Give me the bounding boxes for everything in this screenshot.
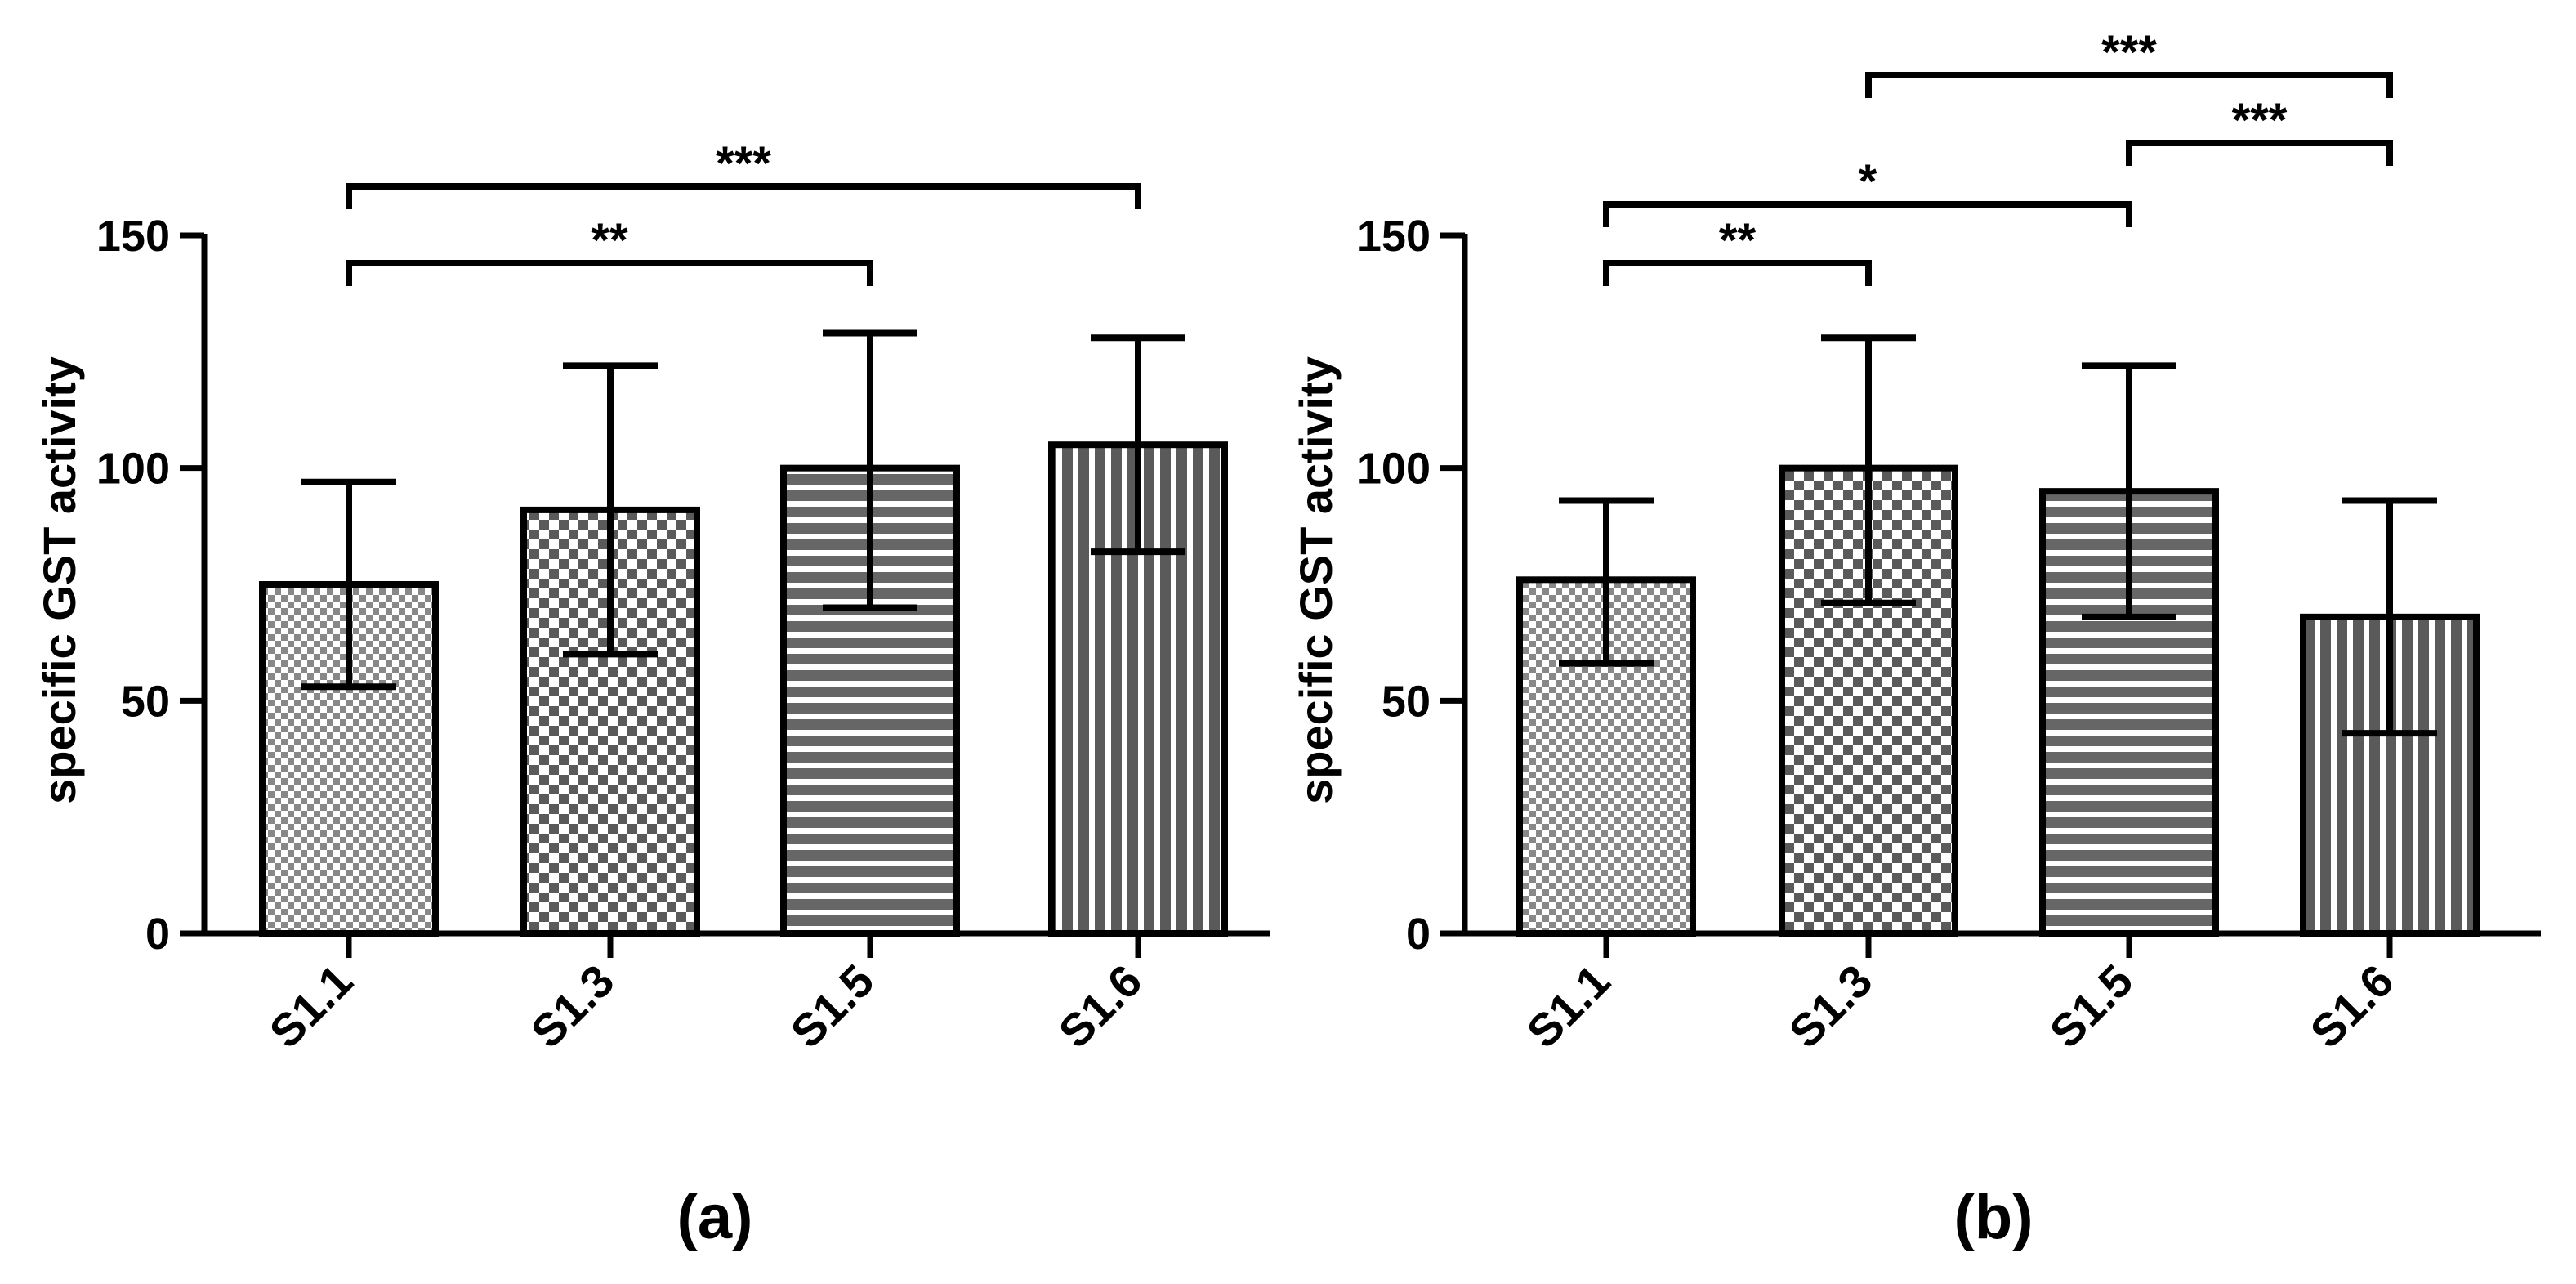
y-tick-label: 100 (1357, 445, 1431, 494)
panel-b-label: (b) (1953, 1183, 2033, 1252)
y-tick-label: 150 (96, 212, 170, 261)
significance-label: *** (2232, 94, 2288, 147)
significance-bracket (1865, 72, 2393, 98)
significance-label: *** (716, 137, 771, 190)
panel-b-ylabel: specific GST activity (1290, 356, 1342, 804)
x-tick-label: S1.1 (259, 955, 362, 1058)
y-tick-label: 150 (1357, 212, 1431, 261)
significance-label: ** (591, 214, 628, 267)
panel-a: specific GST activity 0 50 100 150 S1.1 S1.3 S… (33, 137, 1270, 1252)
significance-label: ** (1719, 214, 1757, 267)
x-tick-label: S1.5 (780, 955, 883, 1058)
y-tick-label: 50 (1382, 677, 1431, 726)
significance-label: *** (2101, 26, 2157, 79)
significance-label: * (1859, 155, 1877, 208)
significance-bracket (346, 260, 873, 286)
significance-bracket (1603, 201, 2132, 227)
x-tick-label: S1.5 (2039, 955, 2142, 1058)
panel-a-ylabel: specific GST activity (33, 356, 85, 804)
y-tick-label: 50 (121, 677, 170, 726)
significance-bracket (346, 183, 1141, 209)
y-tick-label: 0 (1406, 910, 1431, 959)
panel-a-label: (a) (677, 1183, 753, 1252)
y-tick-label: 0 (145, 910, 170, 959)
significance-bracket (1603, 260, 1872, 286)
x-tick-label: S1.3 (520, 955, 623, 1058)
y-tick-label: 100 (96, 445, 170, 494)
panel-b: specific GST activity 0 50 100 150 S1.1 S1.3 S… (1290, 26, 2541, 1252)
x-tick-label: S1.3 (1779, 955, 1882, 1058)
x-tick-label: S1.1 (1516, 955, 1619, 1058)
x-tick-label: S1.6 (2300, 955, 2403, 1058)
x-tick-label: S1.6 (1048, 955, 1151, 1058)
significance-bracket (2126, 140, 2393, 166)
